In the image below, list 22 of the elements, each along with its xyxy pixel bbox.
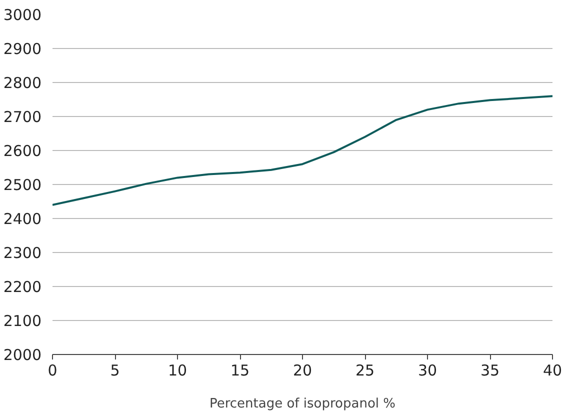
x-axis-title: Percentage of isopropanol % — [209, 396, 396, 412]
y-tick-label: 2600 — [3, 142, 42, 160]
y-tick-label: 3000 — [3, 6, 42, 24]
y-tick-label: 2500 — [3, 176, 42, 194]
y-tick-label: 2800 — [3, 74, 42, 92]
x-tick-label: 25 — [355, 362, 375, 380]
y-tick-label: 2300 — [3, 244, 42, 262]
x-tick-label: 30 — [418, 362, 438, 380]
x-tick-label: 35 — [480, 362, 500, 380]
y-tick-label: 2000 — [3, 346, 42, 364]
x-tick-label: 0 — [48, 362, 58, 380]
x-tick-label: 20 — [292, 362, 312, 380]
x-tick-label: 10 — [168, 362, 188, 380]
x-tick-label: 5 — [110, 362, 120, 380]
y-tick-label: 2700 — [3, 108, 42, 126]
line-series — [52, 95, 552, 206]
y-tick-label: 2900 — [3, 40, 42, 58]
y-tick-label: 2100 — [3, 312, 42, 330]
y-tick-label: 2400 — [3, 210, 42, 228]
y-tick-label: 2200 — [3, 278, 42, 296]
x-tick-label: 15 — [230, 362, 250, 380]
x-tick-label: 40 — [542, 362, 562, 380]
